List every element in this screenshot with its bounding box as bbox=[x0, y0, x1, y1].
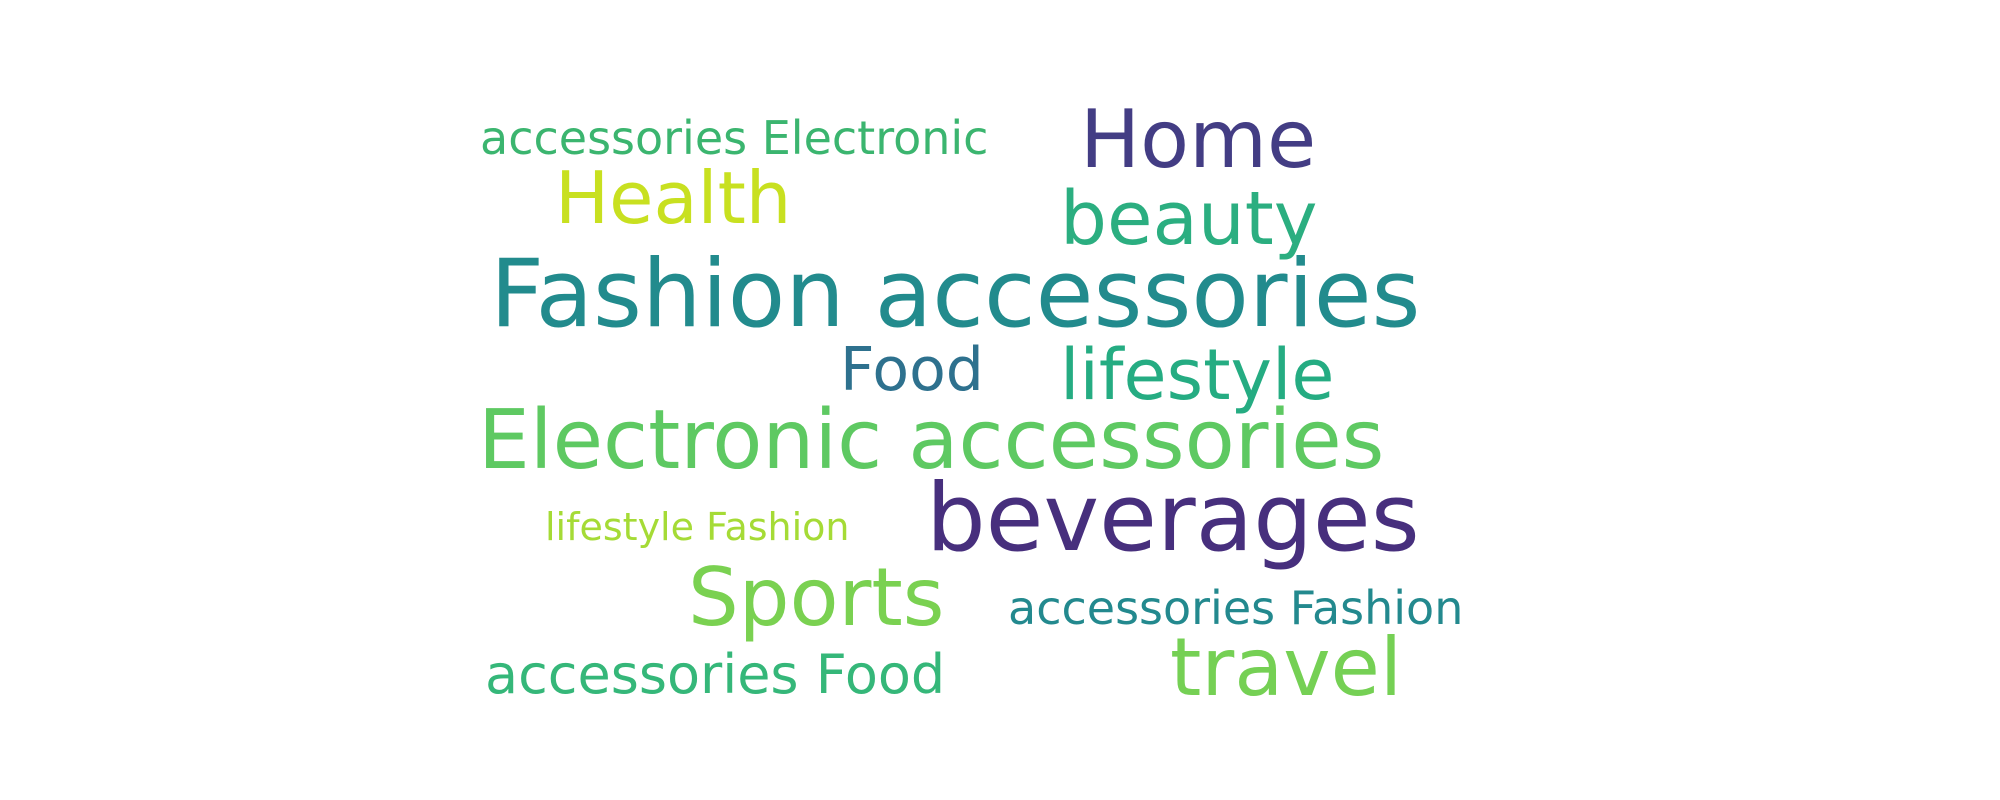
word-accessories-food: accessories Food bbox=[485, 643, 946, 706]
word-lifestyle-fashion: lifestyle Fashion bbox=[545, 505, 850, 549]
word-electronic-accessories: Electronic accessories bbox=[478, 393, 1385, 488]
word-lifestyle: lifestyle bbox=[1060, 334, 1335, 416]
word-travel: travel bbox=[1170, 621, 1403, 714]
word-accessories-electronic: accessories Electronic bbox=[480, 111, 989, 165]
word-fashion-accessories: Fashion accessories bbox=[490, 240, 1421, 349]
word-food: Food bbox=[840, 335, 984, 405]
word-beauty: beauty bbox=[1060, 176, 1318, 262]
word-home: Home bbox=[1080, 93, 1317, 186]
word-health: Health bbox=[555, 156, 792, 240]
word-beverages: beverages bbox=[926, 464, 1420, 573]
word-sports: Sports bbox=[688, 551, 945, 644]
word-accessories-fashion: accessories Fashion bbox=[1008, 581, 1464, 635]
